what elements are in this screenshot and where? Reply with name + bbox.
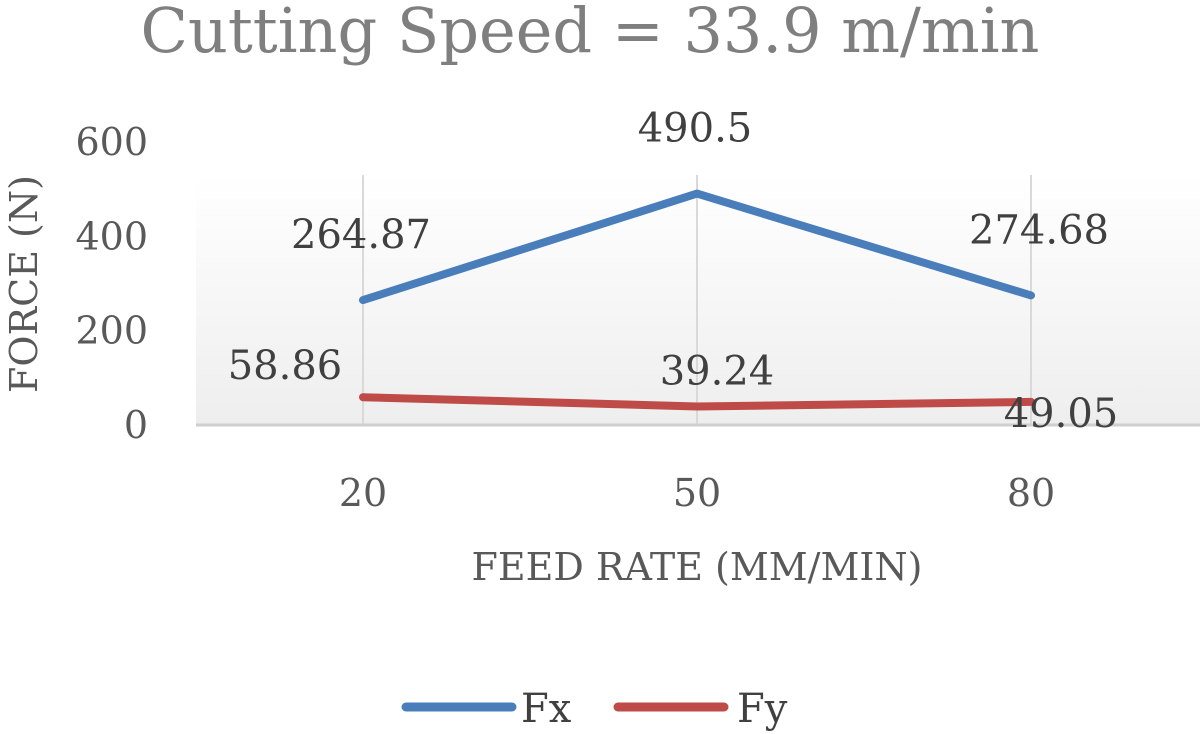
x-axis-title: FEED RATE (MM/MIN) xyxy=(472,545,923,589)
data-label-fy-20: 58.86 xyxy=(228,343,343,389)
tick-labels: 20 50 80 0 200 400 600 xyxy=(75,120,1055,515)
y-axis-title: FORCE (N) xyxy=(2,175,46,393)
y-tick-400: 400 xyxy=(75,214,148,258)
data-label-fx-50: 490.5 xyxy=(638,106,753,152)
chart-title: Cutting Speed = 33.9 m/min xyxy=(141,0,1040,67)
data-label-fy-80: 49.05 xyxy=(1004,391,1119,437)
legend-label-fx: Fx xyxy=(521,686,572,732)
data-label-fx-20: 264.87 xyxy=(291,212,431,258)
data-label-fy-50: 39.24 xyxy=(660,348,775,394)
x-tick-20: 20 xyxy=(339,471,387,515)
x-tick-80: 80 xyxy=(1007,471,1055,515)
data-label-fx-80: 274.68 xyxy=(969,207,1109,253)
series-lines xyxy=(359,189,1035,411)
y-tick-600: 600 xyxy=(75,120,148,164)
series-line-fx xyxy=(359,189,1035,305)
legend: Fx Fy xyxy=(401,686,788,732)
series-line-fy xyxy=(359,393,1035,411)
x-tick-50: 50 xyxy=(673,471,721,515)
data-labels: 264.87 490.5 274.68 58.86 39.24 49.05 xyxy=(228,106,1119,437)
y-tick-200: 200 xyxy=(75,309,148,353)
y-tick-0: 0 xyxy=(124,403,148,447)
legend-label-fy: Fy xyxy=(737,686,788,732)
